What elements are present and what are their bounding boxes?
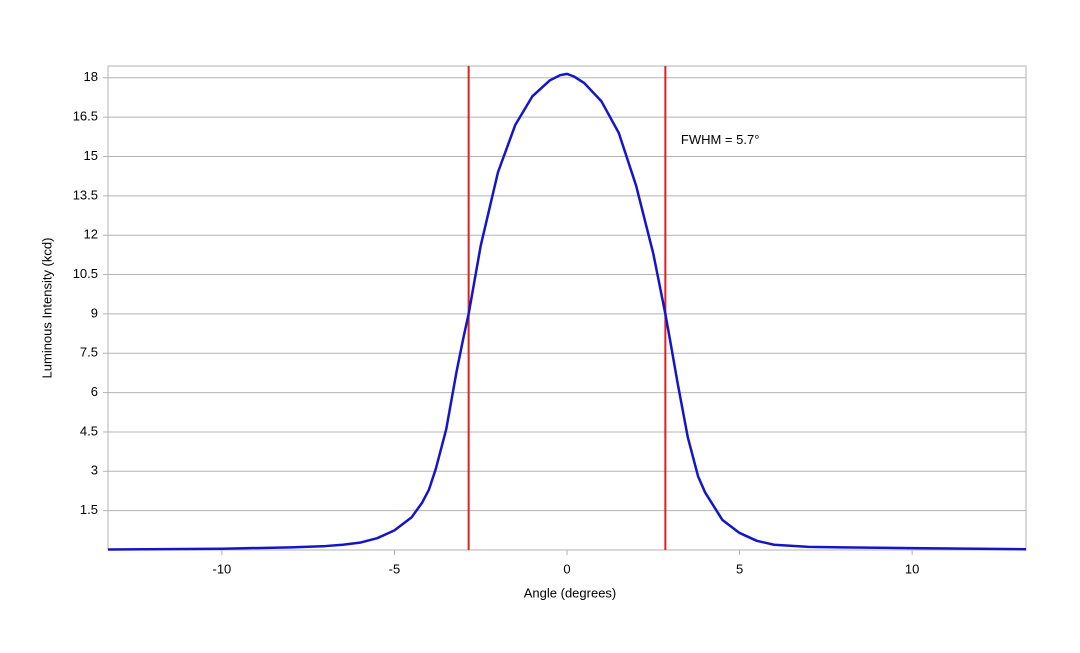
- x-axis-label: Angle (degrees): [524, 585, 617, 600]
- y-tick-label: 15: [84, 148, 98, 163]
- y-tick-label: 9: [91, 305, 98, 320]
- y-tick-label: 1.5: [80, 502, 98, 517]
- plot-area: [107, 65, 1027, 551]
- y-tick-label: 13.5: [73, 187, 98, 202]
- x-tick-label: -10: [212, 561, 231, 576]
- annotation: FWHM = 5.7°: [681, 132, 760, 147]
- y-axis-label: Luminous Intensity (kcd): [39, 238, 54, 379]
- data-line: [107, 72, 1027, 551]
- y-tick-label: 6: [91, 384, 98, 399]
- x-tick-label: 0: [563, 561, 570, 576]
- y-tick-label: 12: [84, 227, 98, 242]
- y-tick-label: 7.5: [80, 345, 98, 360]
- y-tick-label: 18: [84, 69, 98, 84]
- x-tick-label: 5: [736, 561, 743, 576]
- x-tick-label: -5: [389, 561, 401, 576]
- x-tick-label: 10: [905, 561, 919, 576]
- y-tick-label: 16.5: [73, 109, 98, 124]
- y-tick-label: 4.5: [80, 423, 98, 438]
- y-tick-label: 3: [91, 463, 98, 478]
- y-tick-label: 10.5: [73, 266, 98, 281]
